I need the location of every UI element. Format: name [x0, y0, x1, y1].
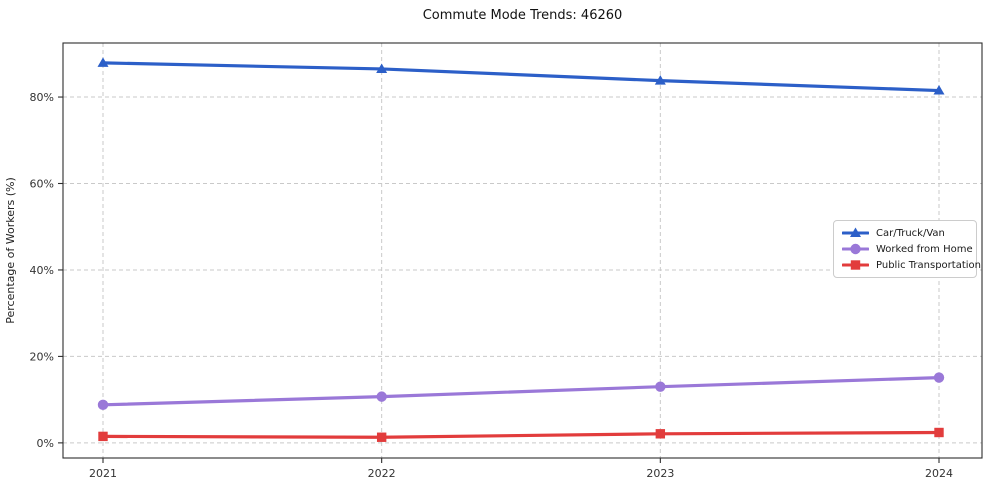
marker-car-truck-van [933, 85, 945, 95]
marker-worked-from-home [933, 372, 945, 383]
x-tick-label: 2023 [646, 467, 674, 480]
series-line-car-truck-van [101, 61, 941, 93]
marker-public-transportation [934, 427, 944, 438]
marker-car-truck-van [376, 63, 388, 73]
legend-label: Car/Truck/Van [876, 227, 945, 239]
marker-public-transportation [655, 429, 666, 439]
marker-public-transportation [98, 431, 108, 442]
legend-item-car-truck-van: Car/Truck/Van [842, 227, 968, 239]
line-square-marker-icon [842, 260, 869, 270]
marker-worked-from-home [655, 381, 666, 392]
marker-car-truck-van [97, 57, 109, 67]
x-tick-label: 2024 [925, 467, 953, 480]
marker-public-transportation [376, 432, 387, 442]
y-tick-label: 60% [30, 177, 54, 190]
series-line-public-transportation [101, 430, 941, 439]
chart-title: Commute Mode Trends: 46260 [422, 8, 623, 23]
y-tick-label: 40% [30, 264, 54, 277]
marker-worked-from-home [376, 391, 387, 402]
legend-item-public-transportation: Public Transportation [842, 259, 981, 271]
x-tick-label: 2022 [368, 467, 396, 480]
line-circle-marker-icon [842, 243, 869, 255]
marker-car-truck-van [654, 75, 666, 85]
marker-worked-from-home [97, 399, 109, 411]
y-axis-label: Percentage of Workers (%) [4, 177, 17, 324]
legend-sample-marker [850, 227, 861, 237]
legend-sample-marker [850, 243, 861, 255]
y-tick-label: 20% [30, 350, 54, 363]
axes-frame [62, 42, 983, 459]
legend-label: Public Transportation [876, 259, 981, 271]
legend-label: Worked from Home [876, 243, 973, 255]
y-tick-label: 80% [30, 91, 54, 104]
y-tick-label: 0% [37, 437, 54, 450]
legend: Car/Truck/Van Worked from Home Public Tr… [833, 220, 981, 278]
line-triangle-marker-icon [842, 227, 869, 237]
legend-item-worked-from-home: Worked from Home [842, 243, 973, 255]
x-tick-label: 2021 [89, 467, 117, 480]
series-line-worked-from-home [101, 375, 941, 407]
legend-sample-marker [850, 260, 861, 270]
